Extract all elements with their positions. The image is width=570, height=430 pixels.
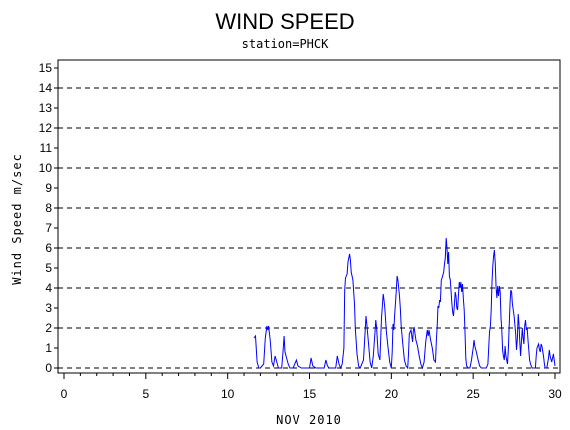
gridlines bbox=[58, 87, 560, 369]
x-tick-label: 5 bbox=[142, 387, 149, 401]
y-tick-label: 11 bbox=[40, 141, 53, 155]
y-tick-label: 3 bbox=[45, 301, 52, 315]
x-tick-label: 10 bbox=[221, 387, 235, 401]
y-tick-label: 2 bbox=[45, 321, 52, 335]
y-tick-label: 9 bbox=[45, 181, 52, 195]
x-axis-label: NOV 2010 bbox=[276, 413, 342, 427]
y-tick-label: 12 bbox=[39, 121, 53, 135]
y-tick-label: 4 bbox=[45, 281, 52, 295]
y-tick-label: 5 bbox=[45, 261, 52, 275]
chart-subtitle: station=PHCK bbox=[242, 37, 329, 51]
y-tick-label: 1 bbox=[45, 341, 52, 355]
x-axis: 0 5 10 15 20 25 30 bbox=[61, 373, 562, 401]
y-tick-label: 6 bbox=[45, 241, 52, 255]
x-tick-label: 0 bbox=[61, 387, 68, 401]
y-tick-label: 7 bbox=[45, 221, 52, 235]
x-tick-label: 25 bbox=[466, 387, 480, 401]
chart-title: WIND SPEED bbox=[215, 9, 354, 34]
plot-frame bbox=[57, 59, 561, 374]
y-axis-label: Wind Speed m/sec bbox=[10, 153, 24, 285]
y-tick-label: 8 bbox=[45, 201, 52, 215]
y-tick-label: 14 bbox=[39, 81, 53, 95]
x-tick-label: 30 bbox=[548, 387, 562, 401]
series-group bbox=[253, 237, 556, 370]
y-tick-label: 13 bbox=[39, 101, 53, 115]
y-tick-label: 15 bbox=[39, 61, 53, 75]
y-tick-label: 10 bbox=[39, 161, 53, 175]
x-tick-label: 15 bbox=[303, 387, 317, 401]
x-tick-label: 20 bbox=[385, 387, 399, 401]
y-tick-label: 0 bbox=[45, 361, 52, 375]
series-line-0 bbox=[253, 237, 556, 370]
